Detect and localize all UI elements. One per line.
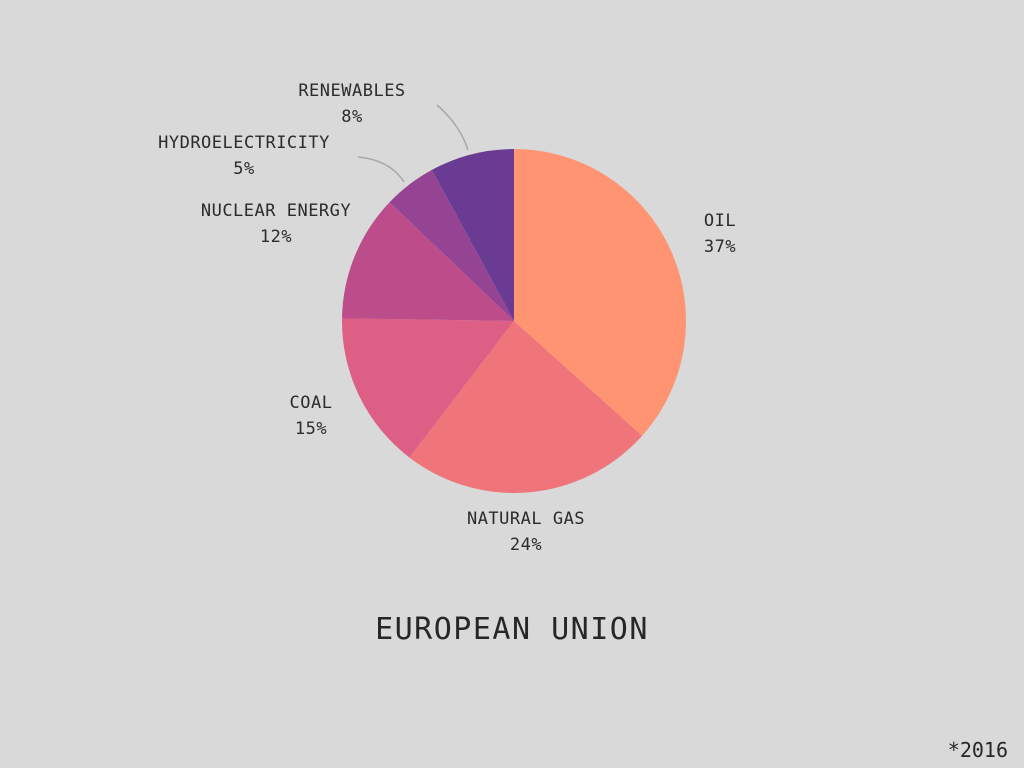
slice-name: HYDROELECTRICITY bbox=[158, 133, 330, 153]
pie-slice-natural-gas bbox=[409, 321, 643, 494]
slice-label-hydroelectricity: HYDROELECTRICITY 5% bbox=[158, 130, 330, 182]
leader-line-renewables bbox=[436, 104, 469, 151]
pie-slice-oil bbox=[514, 148, 687, 436]
pie-slice-nuclear-energy bbox=[342, 202, 514, 321]
slice-name: NATURAL GAS bbox=[466, 509, 586, 529]
slice-value: 37% bbox=[703, 237, 737, 257]
slice-name: OIL bbox=[703, 211, 737, 231]
slice-value: 12% bbox=[259, 227, 293, 247]
leader-line-hydroelectricity bbox=[357, 156, 405, 183]
slice-value: 5% bbox=[233, 159, 255, 179]
pie-slice-hydroelectricity bbox=[389, 169, 514, 321]
slice-name: RENEWABLES bbox=[298, 81, 406, 101]
slice-value: 24% bbox=[509, 535, 543, 555]
pie-slice-coal bbox=[341, 318, 514, 458]
slice-label-natural-gas: NATURAL GAS 24% bbox=[467, 506, 585, 558]
chart-title: EUROPEAN UNION bbox=[375, 612, 649, 647]
slice-label-oil: OIL 37% bbox=[704, 208, 736, 260]
slice-name: NUCLEAR ENERGY bbox=[200, 201, 352, 221]
pie-slice-renewables bbox=[431, 149, 514, 321]
year-footnote: *2016 bbox=[947, 738, 1008, 762]
slice-label-renewables: RENEWABLES 8% bbox=[298, 78, 405, 130]
slice-value: 15% bbox=[294, 419, 328, 439]
slice-label-coal: COAL 15% bbox=[290, 390, 333, 442]
slice-name: COAL bbox=[289, 393, 333, 413]
slice-value: 8% bbox=[341, 107, 363, 127]
slice-label-nuclear-energy: NUCLEAR ENERGY 12% bbox=[201, 198, 351, 250]
